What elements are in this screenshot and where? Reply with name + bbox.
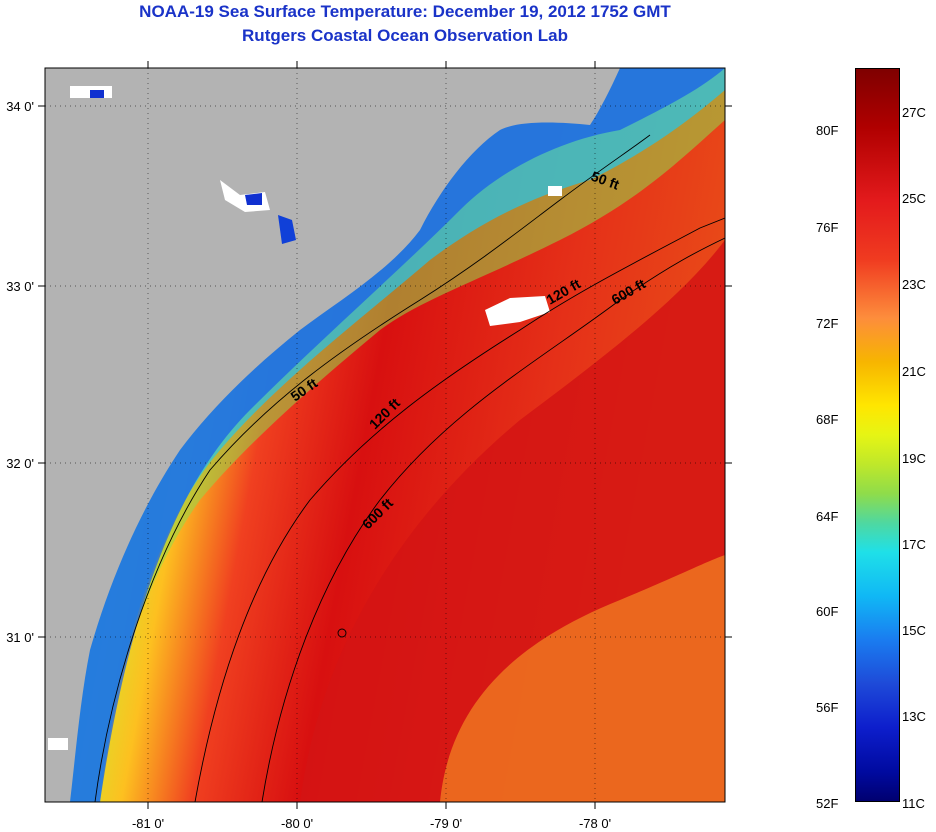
colorbar-f-label: 60F xyxy=(816,604,839,619)
cloud-patch xyxy=(485,296,550,326)
cloud-patch xyxy=(48,738,68,750)
colorbar-f-label: 76F xyxy=(816,220,839,235)
lake-patch xyxy=(278,215,296,244)
lake-patch xyxy=(245,193,262,205)
colorbar-f-label: 80F xyxy=(816,123,839,138)
lon-label: -80 0' xyxy=(281,816,313,831)
contour-120ft xyxy=(194,217,725,802)
contour-ring xyxy=(337,628,347,638)
colorbar-f-label: 68F xyxy=(816,412,839,427)
colorbar-c-label: 17C xyxy=(902,537,926,552)
lat-label: 31 0' xyxy=(6,630,34,645)
colorbar-c-label: 13C xyxy=(902,709,926,724)
colorbar-c-label: 23C xyxy=(902,277,926,292)
lat-label: 33 0' xyxy=(6,279,34,294)
map-plot-area xyxy=(45,68,725,802)
lat-label: 32 0' xyxy=(6,456,34,471)
contour-600ft xyxy=(261,237,725,802)
colorbar-c-label: 19C xyxy=(902,451,926,466)
axis-ticks xyxy=(38,61,732,809)
lake-patch xyxy=(90,90,104,98)
lat-label: 34 0' xyxy=(6,99,34,114)
colorbar-c-label: 27C xyxy=(902,105,926,120)
colorbar-f-label: 64F xyxy=(816,509,839,524)
temperature-colorbar xyxy=(855,68,900,802)
land xyxy=(45,68,620,802)
colorbar-f-label: 72F xyxy=(816,316,839,331)
colorbar-c-label: 21C xyxy=(902,364,926,379)
map-subtitle: Rutgers Coastal Ocean Observation Lab xyxy=(242,26,568,45)
map-title: NOAA-19 Sea Surface Temperature: Decembe… xyxy=(139,2,671,21)
warm-eddy xyxy=(440,555,725,802)
lon-label: -79 0' xyxy=(430,816,462,831)
colorbar-f-label: 52F xyxy=(816,796,839,811)
contour-50ft xyxy=(94,134,651,802)
colorbar-f-label: 56F xyxy=(816,700,839,715)
colorbar-c-label: 11C xyxy=(902,796,925,811)
colorbar-c-label: 25C xyxy=(902,191,926,206)
lon-label: -78 0' xyxy=(579,816,611,831)
graticule xyxy=(45,68,725,802)
cloud-patch xyxy=(548,186,562,196)
colorbar-c-label: 15C xyxy=(902,623,926,638)
map-frame xyxy=(44,67,726,803)
lon-label: -81 0' xyxy=(132,816,164,831)
